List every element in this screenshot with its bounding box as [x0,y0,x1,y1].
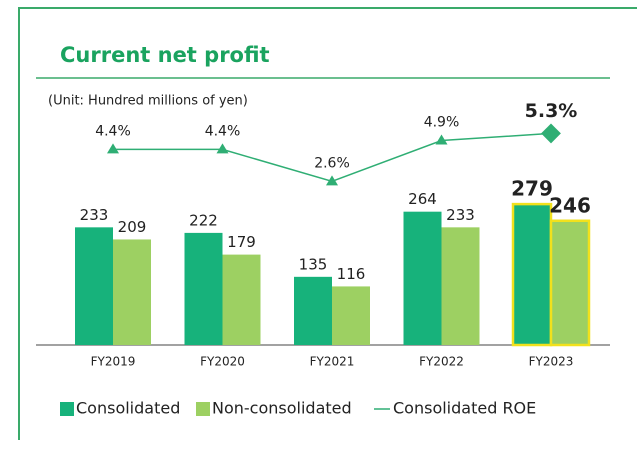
bar-value-label: 209 [118,218,147,236]
x-tick-label: FY2019 [91,355,136,369]
roe-value-label: 2.6% [314,155,350,171]
bar-value-label: 233 [80,206,109,224]
x-tick-label: FY2023 [529,355,574,369]
bar [403,211,442,345]
bar [222,254,261,345]
chart-title: Current net profit [60,43,270,67]
roe-marker [326,175,338,186]
bar [441,227,480,345]
x-tick-label: FY2021 [310,355,355,369]
bar [332,286,370,345]
roe-marker [541,123,561,144]
legend-label: Consolidated [76,399,180,418]
bar-value-label: 246 [549,193,591,217]
legend-label: Consolidated ROE [393,399,536,418]
subtitle: (Unit: Hundred millions of yen) [48,94,248,109]
bar [113,239,151,345]
roe-value-label: 5.3% [525,100,578,122]
bar [511,202,553,347]
roe-value-label: 4.4% [205,123,241,139]
legend-swatch [60,402,74,416]
bar-value-label: 279 [511,177,553,201]
bar [184,232,223,345]
roe-value-label: 4.9% [424,115,460,131]
roe-marker [216,143,229,154]
roe-marker [107,143,119,154]
x-tick-label: FY2022 [419,355,464,369]
x-tick-label: FY2020 [200,355,245,369]
bar [75,227,113,345]
bar-value-label: 233 [446,206,475,224]
roe-value-label: 4.4% [95,123,131,139]
bar [549,219,591,347]
legend-swatch [196,402,210,416]
bar-value-label: 135 [299,255,328,273]
bar [294,276,332,345]
bar-value-label: 264 [408,190,437,208]
bar-value-label: 179 [227,233,256,251]
bar-value-label: 222 [189,211,218,229]
bar-value-label: 116 [337,265,366,283]
roe-marker [435,134,448,145]
legend-label: Non-consolidated [212,399,352,418]
